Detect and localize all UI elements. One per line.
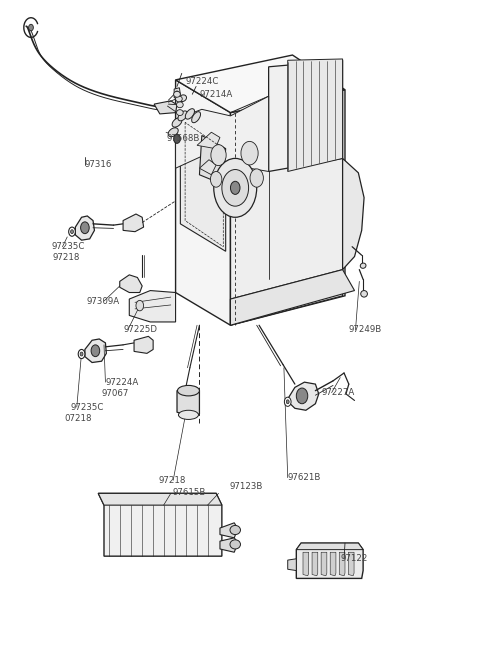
- Polygon shape: [129, 290, 176, 322]
- Circle shape: [284, 397, 291, 406]
- Polygon shape: [321, 553, 327, 576]
- Ellipse shape: [178, 111, 188, 121]
- Polygon shape: [176, 80, 230, 325]
- Ellipse shape: [176, 96, 182, 102]
- Ellipse shape: [360, 263, 366, 268]
- Ellipse shape: [230, 526, 240, 535]
- Circle shape: [81, 222, 89, 234]
- Polygon shape: [339, 553, 345, 576]
- Circle shape: [174, 134, 180, 143]
- Polygon shape: [330, 553, 336, 576]
- Polygon shape: [288, 59, 343, 171]
- Ellipse shape: [230, 540, 240, 549]
- Text: 97235C: 97235C: [71, 403, 104, 411]
- Polygon shape: [199, 160, 216, 175]
- Circle shape: [175, 91, 179, 97]
- Polygon shape: [343, 158, 364, 269]
- Polygon shape: [269, 60, 343, 171]
- Text: 97123B: 97123B: [229, 482, 263, 491]
- Ellipse shape: [172, 118, 182, 127]
- Text: 97122: 97122: [340, 555, 368, 563]
- Text: 97568B: 97568B: [166, 134, 199, 143]
- Circle shape: [250, 169, 264, 187]
- Circle shape: [241, 141, 258, 165]
- Polygon shape: [230, 90, 345, 325]
- Ellipse shape: [178, 386, 199, 396]
- Polygon shape: [123, 214, 144, 232]
- Polygon shape: [197, 132, 220, 148]
- Text: 97218: 97218: [159, 476, 186, 485]
- Text: 97227A: 97227A: [321, 388, 354, 397]
- Polygon shape: [230, 269, 355, 325]
- Circle shape: [71, 230, 73, 234]
- Ellipse shape: [177, 110, 183, 116]
- Polygon shape: [177, 388, 199, 417]
- Circle shape: [211, 145, 226, 166]
- Polygon shape: [296, 543, 363, 578]
- Polygon shape: [174, 88, 180, 99]
- Circle shape: [296, 388, 308, 404]
- Circle shape: [286, 400, 289, 404]
- Ellipse shape: [192, 112, 201, 123]
- Polygon shape: [348, 553, 354, 576]
- Text: 97225D: 97225D: [123, 325, 157, 334]
- Ellipse shape: [179, 410, 199, 419]
- Polygon shape: [176, 55, 345, 112]
- Ellipse shape: [185, 108, 194, 119]
- Polygon shape: [312, 553, 318, 576]
- Polygon shape: [296, 543, 363, 550]
- Polygon shape: [85, 339, 107, 363]
- Text: 97235C: 97235C: [51, 242, 85, 251]
- Circle shape: [214, 158, 257, 217]
- Text: 07218: 07218: [64, 415, 92, 423]
- Polygon shape: [75, 216, 95, 240]
- Polygon shape: [199, 135, 226, 185]
- Polygon shape: [287, 382, 319, 410]
- Text: 97224C: 97224C: [185, 77, 218, 85]
- Circle shape: [80, 352, 83, 356]
- Ellipse shape: [168, 128, 178, 137]
- Polygon shape: [120, 275, 142, 292]
- Polygon shape: [288, 559, 296, 570]
- Polygon shape: [230, 269, 343, 325]
- Circle shape: [78, 350, 85, 359]
- Text: 97067: 97067: [102, 390, 129, 398]
- Circle shape: [91, 345, 100, 357]
- Polygon shape: [220, 538, 236, 553]
- Ellipse shape: [177, 102, 183, 108]
- Ellipse shape: [174, 91, 180, 97]
- Polygon shape: [220, 523, 236, 538]
- Text: 97224A: 97224A: [106, 378, 139, 387]
- Polygon shape: [134, 336, 153, 353]
- Circle shape: [230, 181, 240, 194]
- Text: 97218: 97218: [53, 254, 80, 262]
- Polygon shape: [98, 493, 222, 556]
- Circle shape: [29, 24, 34, 31]
- Text: 97621B: 97621B: [288, 473, 321, 482]
- Ellipse shape: [179, 95, 187, 102]
- Text: 97316: 97316: [85, 160, 112, 170]
- Circle shape: [69, 227, 75, 237]
- Text: 97309A: 97309A: [86, 296, 120, 306]
- Polygon shape: [176, 97, 269, 171]
- Circle shape: [222, 170, 249, 206]
- Polygon shape: [98, 493, 222, 505]
- Circle shape: [136, 300, 144, 311]
- Text: 97249B: 97249B: [349, 325, 382, 334]
- Polygon shape: [303, 553, 309, 576]
- Text: 97615B: 97615B: [172, 487, 205, 497]
- Polygon shape: [154, 101, 177, 114]
- Ellipse shape: [361, 290, 367, 297]
- Circle shape: [210, 171, 222, 187]
- Polygon shape: [180, 119, 226, 251]
- Text: 97214A: 97214A: [199, 90, 233, 99]
